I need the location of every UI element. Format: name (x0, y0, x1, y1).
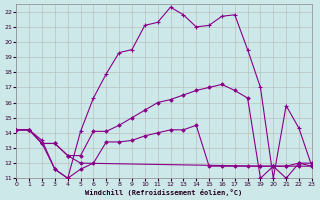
X-axis label: Windchill (Refroidissement éolien,°C): Windchill (Refroidissement éolien,°C) (85, 189, 243, 196)
